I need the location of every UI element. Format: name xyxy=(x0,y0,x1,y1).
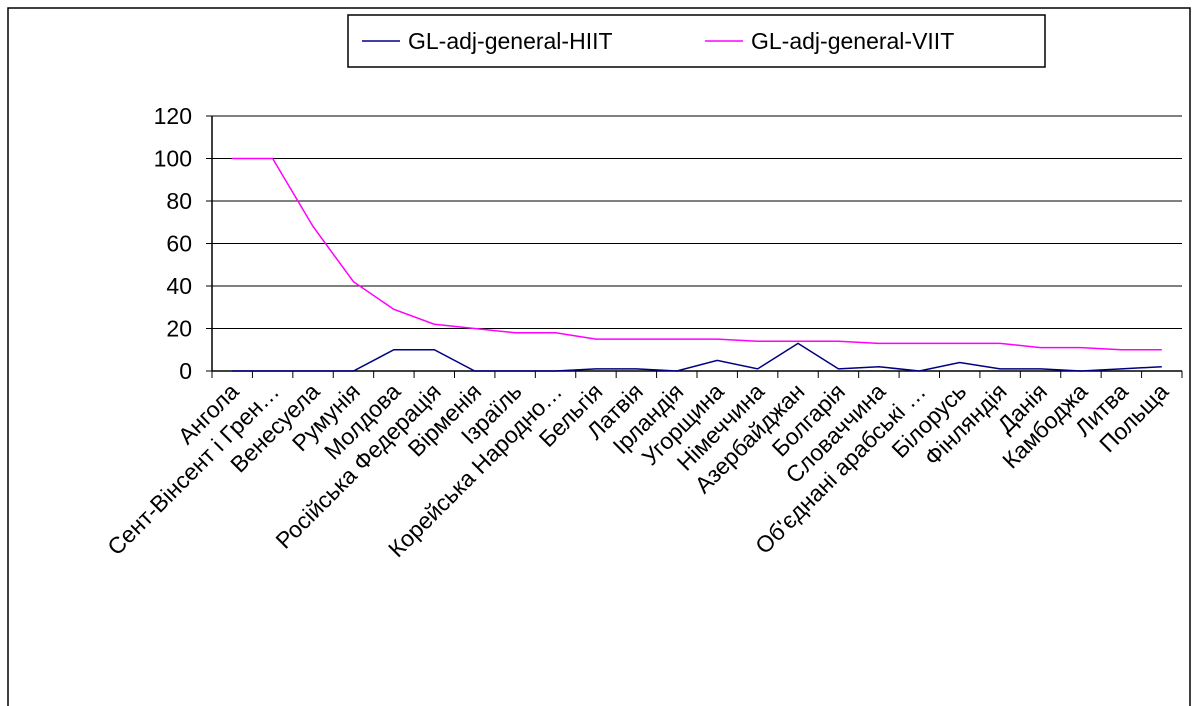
y-tick-label: 40 xyxy=(166,273,192,299)
y-tick-label: 20 xyxy=(166,316,192,342)
series-line xyxy=(232,342,1162,372)
legend-label: GL-adj-general-HIIT xyxy=(408,28,613,54)
y-tick-label: 120 xyxy=(154,103,192,129)
x-tick-label: Сент-Вінсент і Грен… xyxy=(102,378,284,560)
y-tick-label: 80 xyxy=(166,188,192,214)
y-tick-label: 0 xyxy=(179,358,192,384)
legend-label: GL-adj-general-VIIT xyxy=(751,28,954,54)
chart-frame xyxy=(7,7,1191,706)
legend-box xyxy=(347,14,1046,68)
y-tick-label: 60 xyxy=(166,231,192,257)
y-tick-label: 100 xyxy=(154,146,192,172)
series-line xyxy=(232,157,1162,351)
